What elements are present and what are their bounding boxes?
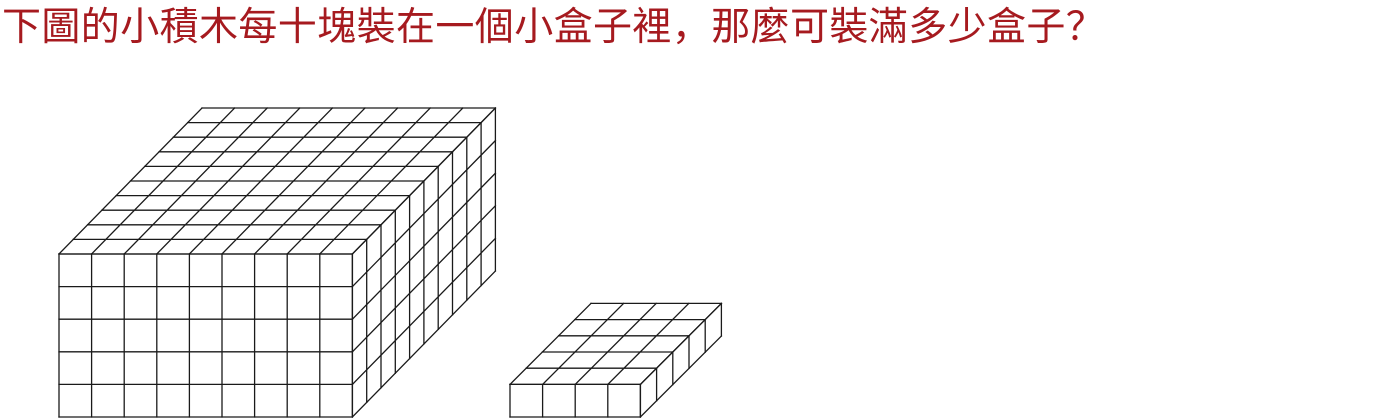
large-cube-block xyxy=(58,107,497,418)
grid-line xyxy=(639,335,723,418)
grid-line xyxy=(606,302,690,386)
grid-line xyxy=(351,139,497,288)
grid-line xyxy=(351,107,497,255)
grid-line xyxy=(541,302,625,386)
grid-line xyxy=(351,270,497,418)
grid-line xyxy=(574,302,658,386)
question-text: 下圖的小積木每十塊裝在一個小盒子裡，那麼可裝滿多少盒子？ xyxy=(2,5,1106,50)
small-cube-block xyxy=(509,302,723,418)
grid-line xyxy=(351,172,497,321)
grid-line xyxy=(639,302,723,386)
grid-line xyxy=(509,302,592,386)
grid-line xyxy=(351,204,497,353)
grid-line xyxy=(351,237,497,386)
